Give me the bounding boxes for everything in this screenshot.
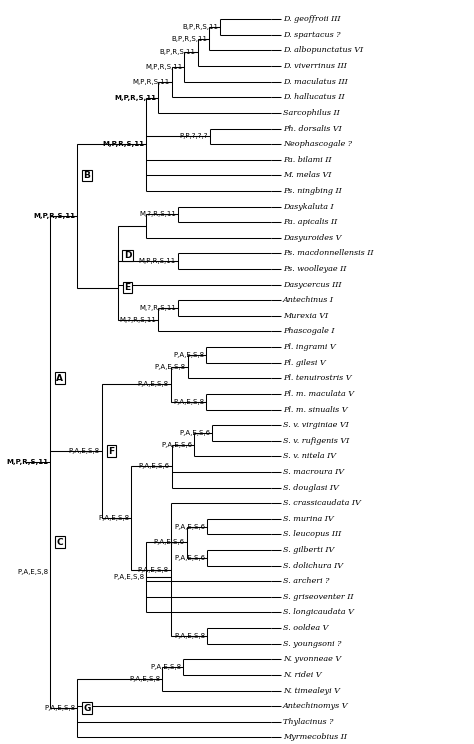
Text: Thylacinus ?: Thylacinus ? <box>283 718 333 725</box>
Text: Sarcophilus II: Sarcophilus II <box>283 109 339 117</box>
Text: B,P,R,S,11: B,P,R,S,11 <box>160 49 196 56</box>
Text: S. dolichura IV: S. dolichura IV <box>283 562 343 570</box>
Text: M,P,R,S,11: M,P,R,S,11 <box>139 258 176 264</box>
Text: P,A,E,S,8: P,A,E,S,8 <box>113 574 144 580</box>
Text: Ps. ningbing II: Ps. ningbing II <box>283 187 342 195</box>
Text: M,P,R,S,11: M,P,R,S,11 <box>6 459 48 465</box>
Text: S. v. rufigenis VI: S. v. rufigenis VI <box>283 437 349 445</box>
Text: S. macroura IV: S. macroura IV <box>283 468 344 476</box>
Text: M,P,R,S,11: M,P,R,S,11 <box>102 141 144 147</box>
Text: N. yvonneae V: N. yvonneae V <box>283 655 341 664</box>
Text: N. ridei V: N. ridei V <box>283 671 321 679</box>
Text: P,A,E,S,8: P,A,E,S,8 <box>17 569 48 575</box>
Text: Pa. bilami II: Pa. bilami II <box>283 155 331 164</box>
Text: N. timealeyi V: N. timealeyi V <box>283 687 340 695</box>
Text: P,A,E,S,8: P,A,E,S,8 <box>150 664 181 670</box>
Text: S. gilberti IV: S. gilberti IV <box>283 546 334 554</box>
Text: P,A,E,S,8: P,A,E,S,8 <box>137 566 169 573</box>
Text: P,A,E,S,8: P,A,E,S,8 <box>44 705 75 711</box>
Text: S. crassicaudata IV: S. crassicaudata IV <box>283 499 361 507</box>
Text: P,A,E,S,8: P,A,E,S,8 <box>69 448 100 454</box>
Text: P,A,E,S,6: P,A,E,S,6 <box>174 524 206 530</box>
Text: E: E <box>125 283 131 292</box>
Text: D. geoffroii III: D. geoffroii III <box>283 16 340 23</box>
Text: S. longicaudata V: S. longicaudata V <box>283 609 354 617</box>
Text: S. ooldea V: S. ooldea V <box>283 624 328 632</box>
Text: P,A,E,S,8: P,A,E,S,8 <box>174 633 206 639</box>
Text: M,?,R,S,11: M,?,R,S,11 <box>139 211 176 217</box>
Text: M. melas VI: M. melas VI <box>283 171 331 179</box>
Text: Pl. tenuirostris V: Pl. tenuirostris V <box>283 374 351 382</box>
Text: B: B <box>83 171 91 180</box>
Text: M,P,R,S,11: M,P,R,S,11 <box>133 79 170 86</box>
Text: Pl. ingrami V: Pl. ingrami V <box>283 343 336 351</box>
Text: Pl. gilesi V: Pl. gilesi V <box>283 359 326 367</box>
Text: P,A,E,S,8: P,A,E,S,8 <box>155 364 186 370</box>
Text: P,A,E,S,6: P,A,E,S,6 <box>154 539 185 545</box>
Text: Pl. m. maculata V: Pl. m. maculata V <box>283 390 354 398</box>
Text: B,P,R,S,11: B,P,R,S,11 <box>182 24 218 30</box>
Text: Neophascogale ?: Neophascogale ? <box>283 140 352 148</box>
Text: M,P,R,S,11: M,P,R,S,11 <box>114 94 156 100</box>
Text: S. leucopus III: S. leucopus III <box>283 530 341 539</box>
Text: S. v. virginiae VI: S. v. virginiae VI <box>283 421 348 429</box>
Text: D. maculatus III: D. maculatus III <box>283 77 347 86</box>
Text: P,A,E,S,6: P,A,E,S,6 <box>161 442 192 448</box>
Text: M,?,R,S,11: M,?,R,S,11 <box>139 305 176 311</box>
Text: S. murina IV: S. murina IV <box>283 515 334 523</box>
Text: Pl. m. sinualis V: Pl. m. sinualis V <box>283 405 347 414</box>
Text: S. griseoventer II: S. griseoventer II <box>283 593 353 601</box>
Text: D: D <box>124 251 131 260</box>
Text: S. v. nitela IV: S. v. nitela IV <box>283 452 336 461</box>
Text: M,P,R,S,11: M,P,R,S,11 <box>145 64 182 70</box>
Text: P,A,E,S,8: P,A,E,S,8 <box>137 381 169 387</box>
Text: S. douglasi IV: S. douglasi IV <box>283 484 338 492</box>
Text: P,A,E,S,8: P,A,E,S,8 <box>98 515 129 521</box>
Text: S. youngsoni ?: S. youngsoni ? <box>283 640 341 648</box>
Text: B,P,R,S,11: B,P,R,S,11 <box>171 36 207 42</box>
Text: C: C <box>56 538 63 547</box>
Text: P,A,E,S,6: P,A,E,S,6 <box>174 555 206 561</box>
Text: D. viverrinus III: D. viverrinus III <box>283 62 346 70</box>
Text: M,?,R,S,11: M,?,R,S,11 <box>119 317 156 323</box>
Text: P,A,E,S,8: P,A,E,S,8 <box>173 399 204 405</box>
Text: F: F <box>109 446 115 455</box>
Text: Antechinomys V: Antechinomys V <box>283 702 348 710</box>
Text: D. albopunctatus VI: D. albopunctatus VI <box>283 46 363 54</box>
Text: Antechinus I: Antechinus I <box>283 296 334 304</box>
Text: D. hallucatus II: D. hallucatus II <box>283 93 345 101</box>
Text: Ps. woolleyae II: Ps. woolleyae II <box>283 265 346 273</box>
Text: S. archeri ?: S. archeri ? <box>283 577 329 586</box>
Text: P,A,E,S,8: P,A,E,S,8 <box>129 676 160 682</box>
Text: A: A <box>56 373 64 383</box>
Text: P,A,E,S,6: P,A,E,S,6 <box>180 430 210 436</box>
Text: Myrmecobius II: Myrmecobius II <box>283 734 347 741</box>
Text: P,P,?,?,?: P,P,?,?,? <box>180 133 208 139</box>
Text: P,A,E,S,6: P,A,E,S,6 <box>139 463 170 469</box>
Text: G: G <box>83 704 91 713</box>
Text: Dasycercus III: Dasycercus III <box>283 280 341 289</box>
Text: P,A,E,S,8: P,A,E,S,8 <box>173 352 204 358</box>
Text: Phascogale I: Phascogale I <box>283 327 334 336</box>
Text: Dasykaluta I: Dasykaluta I <box>283 202 334 211</box>
Text: Ph. dorsalis VI: Ph. dorsalis VI <box>283 124 342 132</box>
Text: D. spartacus ?: D. spartacus ? <box>283 31 340 39</box>
Text: M,P,R,S,11: M,P,R,S,11 <box>33 213 75 219</box>
Text: Ps. macdonnellensis II: Ps. macdonnellensis II <box>283 249 374 257</box>
Text: Pa. apicalis II: Pa. apicalis II <box>283 218 337 226</box>
Text: Dasyuroides V: Dasyuroides V <box>283 234 341 242</box>
Text: Murexia VI: Murexia VI <box>283 312 328 320</box>
